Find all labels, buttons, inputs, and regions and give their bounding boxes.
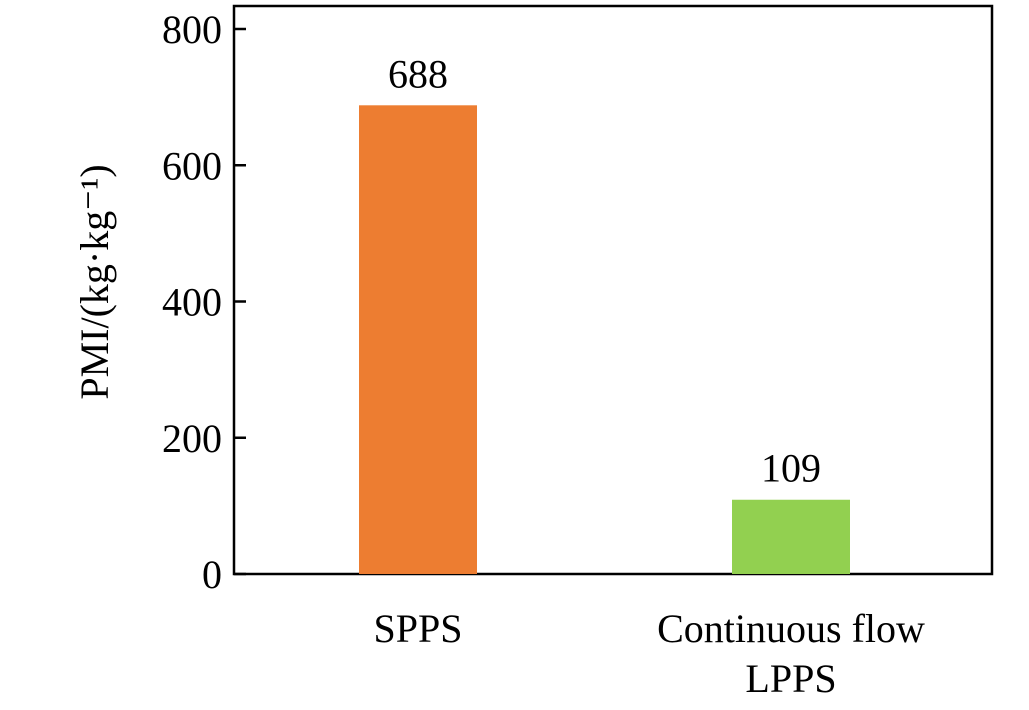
x-category-label: LPPS — [745, 656, 836, 701]
y-axis-title: PMI/(kg·kg⁻¹) — [72, 164, 117, 399]
bar — [732, 499, 850, 574]
plot-frame — [232, 4, 994, 576]
x-category-label: SPPS — [374, 606, 463, 651]
y-axis: 0 200 400 600 800 — [162, 7, 246, 597]
bars: 688 109 — [359, 51, 850, 575]
y-tick-label: 400 — [162, 280, 222, 325]
data-label: 109 — [761, 446, 821, 491]
y-tick-label: 200 — [162, 416, 222, 461]
bar — [359, 105, 477, 575]
data-label: 688 — [388, 51, 448, 96]
y-tick-label: 800 — [162, 7, 222, 52]
y-tick-label: 600 — [162, 143, 222, 188]
y-tick-label: 0 — [202, 552, 222, 597]
x-category-label: Continuous flow — [657, 606, 925, 651]
x-axis-categories: SPPS Continuous flow LPPS — [374, 606, 926, 701]
